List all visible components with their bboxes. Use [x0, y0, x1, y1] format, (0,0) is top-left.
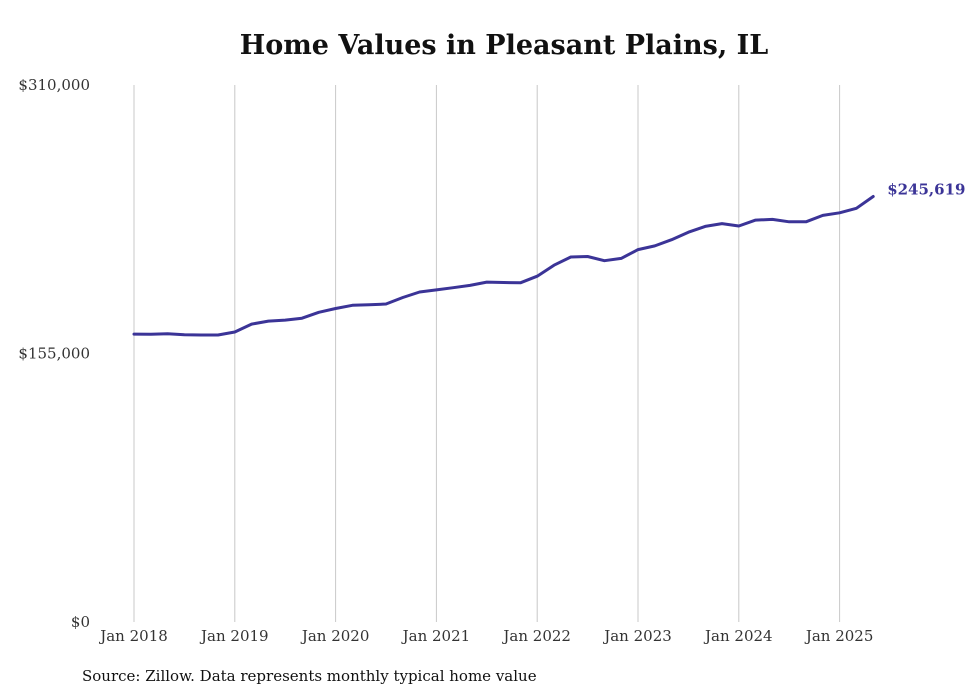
x-tick-label: Jan 2019 [199, 627, 269, 645]
x-tick-label: Jan 2025 [804, 627, 874, 645]
x-tick-label: Jan 2021 [401, 627, 471, 645]
end-value-label: $245,619 [887, 181, 965, 199]
y-tick-label: $310,000 [18, 76, 90, 94]
y-tick-label: $155,000 [18, 345, 90, 363]
x-tick-label: Jan 2018 [98, 627, 168, 645]
x-tick-label: Jan 2024 [703, 627, 773, 645]
source-note: Source: Zillow. Data represents monthly … [82, 667, 537, 685]
x-tick-label: Jan 2022 [501, 627, 571, 645]
y-tick-label: $0 [71, 613, 90, 631]
series-line [132, 195, 875, 337]
chart-title: Home Values in Pleasant Plains, IL [239, 30, 769, 61]
x-tick-label: Jan 2023 [602, 627, 672, 645]
x-tick-label: Jan 2020 [300, 627, 370, 645]
